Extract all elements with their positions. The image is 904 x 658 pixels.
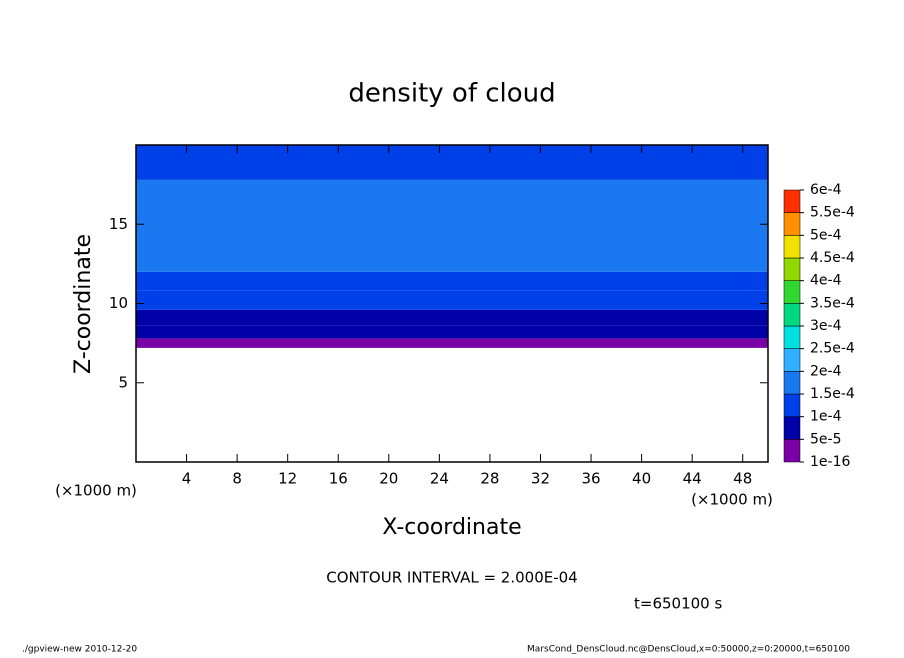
colorbar-label: 4e-4: [810, 273, 842, 289]
x-tick-label: 16: [329, 470, 348, 488]
colorbar-band: [783, 439, 801, 463]
colorbar-band: [783, 257, 801, 281]
chart-title: density of cloud: [348, 79, 555, 109]
x-tick-label: 8: [232, 470, 242, 488]
x-tick-label: 48: [733, 470, 752, 488]
x-tick-label: 36: [581, 470, 600, 488]
y-tick-label: 5: [118, 373, 128, 391]
colorbar-label: 5.5e-4: [810, 205, 855, 221]
colorbar-label: 2.5e-4: [810, 341, 855, 357]
contour-band: [136, 338, 768, 348]
y-axis-label: Z-coordinate: [71, 234, 96, 374]
contour-band: [136, 179, 768, 272]
contour-band: [136, 290, 768, 310]
colorbar-label: 1e-16: [810, 454, 850, 470]
colorbar-label: 4.5e-4: [810, 250, 855, 266]
x-tick-label: 24: [430, 470, 449, 488]
x-tick-label: 32: [531, 470, 550, 488]
colorbar-band: [783, 303, 801, 327]
colorbar-label: 6e-4: [810, 182, 842, 198]
colorbar-band: [783, 325, 801, 349]
colorbar-label: 3.5e-4: [810, 295, 855, 311]
x-tick-label: 4: [182, 470, 192, 488]
contour-band: [136, 325, 768, 339]
annotation: CONTOUR INTERVAL = 2.000E-04: [326, 569, 577, 587]
colorbar-label: 1e-4: [810, 409, 842, 425]
colorbar-label: 3e-4: [810, 318, 842, 334]
colorbar-band: [783, 393, 801, 417]
y-tick-label: 15: [109, 215, 128, 233]
colorbar-label: 5e-4: [810, 227, 842, 243]
x-tick-label: 40: [632, 470, 651, 488]
x-tick-label: 28: [480, 470, 499, 488]
colorbar-band: [783, 416, 801, 440]
colorbar-label: 1.5e-4: [810, 386, 855, 402]
annotation: t=650100 s: [634, 595, 722, 613]
colorbar-band: [783, 235, 801, 259]
x-axis-label: X-coordinate: [382, 515, 521, 540]
colorbar-band: [783, 371, 801, 395]
x-tick-label: 12: [278, 470, 297, 488]
y-tick-label: 10: [109, 294, 128, 312]
colorbar-label: 5e-5: [810, 431, 841, 447]
footer: MarsCond_DensCloud.nc@DensCloud,x=0:5000…: [527, 645, 850, 655]
colorbar-band: [783, 212, 801, 236]
contour-band: [136, 271, 768, 291]
footer: ./gpview-new 2010-12-20: [22, 645, 137, 655]
contour-band: [136, 309, 768, 326]
colorbar-band: [783, 189, 801, 213]
x-tick-label: 44: [683, 470, 702, 488]
colorbar-band: [783, 280, 801, 304]
colorbar-label: 2e-4: [810, 363, 842, 379]
x-tick-label: 20: [379, 470, 398, 488]
colorbar-band: [783, 348, 801, 372]
x-unit: (×1000 m): [691, 491, 773, 509]
x-unit: (×1000 m): [55, 482, 137, 500]
contour-band: [136, 145, 768, 180]
